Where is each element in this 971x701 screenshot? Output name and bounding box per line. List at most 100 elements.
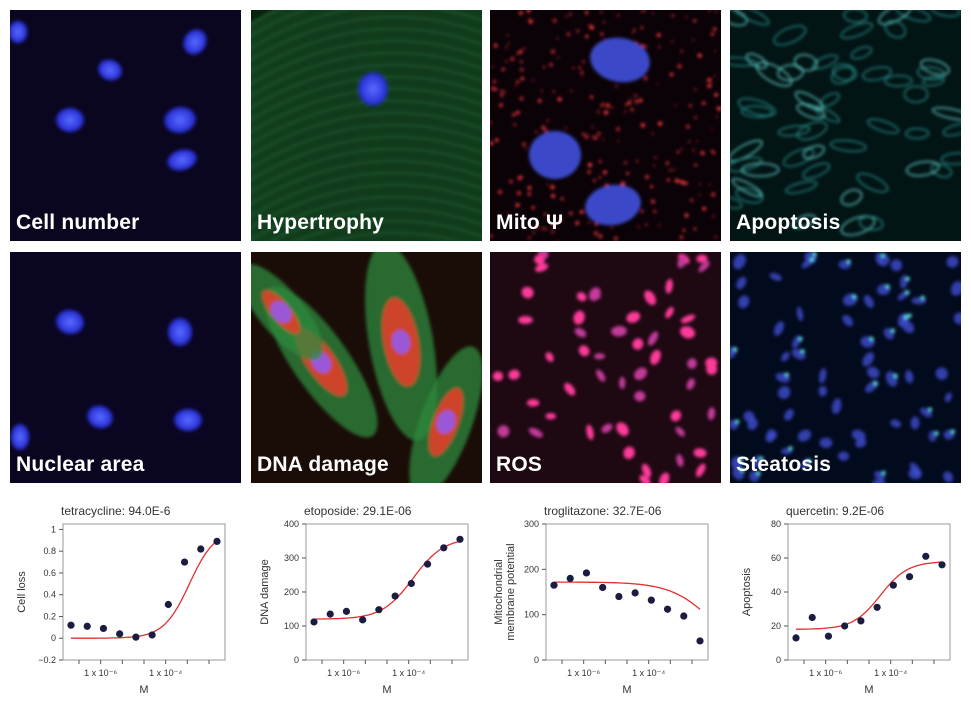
mitochondrion	[579, 210, 584, 214]
nucleus	[905, 370, 914, 384]
mitochondrion	[682, 228, 686, 232]
lipid-droplet	[890, 328, 895, 333]
mitochondrion	[643, 76, 648, 81]
actin-fiber	[254, 200, 482, 241]
nucleus	[167, 317, 193, 347]
mitochondrion	[605, 103, 610, 108]
mitochondrion	[694, 116, 697, 119]
data-point	[647, 596, 655, 604]
nucleus	[838, 451, 850, 461]
lipid-droplet	[735, 419, 740, 424]
mitochondrion	[643, 44, 647, 49]
data-point	[599, 583, 607, 592]
actin-fiber	[251, 10, 482, 45]
stained-cell	[922, 76, 945, 87]
ros-nucleus	[695, 463, 706, 478]
mitochondrion	[546, 120, 549, 123]
mitochondrion	[699, 182, 702, 186]
mitochondrion	[575, 221, 580, 225]
mitochondrion	[581, 132, 585, 136]
nucleus	[55, 107, 85, 133]
mitochondrion	[640, 210, 643, 213]
mitochondrion	[587, 162, 593, 168]
nucleus	[910, 416, 920, 430]
tile-background	[730, 10, 961, 241]
mitochondrion	[519, 96, 524, 101]
mitochondrion	[710, 127, 713, 130]
y-axis-label: Mitochondrial	[493, 559, 505, 624]
mitochondrion	[597, 131, 601, 136]
mitochondrion	[634, 99, 639, 104]
mitochondrion	[657, 121, 663, 126]
fit-curve	[71, 540, 218, 639]
mitochondrion	[714, 93, 718, 97]
actin-fiber	[251, 10, 482, 49]
mitochondrion	[542, 65, 546, 69]
nucleus	[842, 315, 854, 327]
nucleus	[357, 71, 389, 107]
mitochondrion	[651, 132, 654, 135]
nucleus	[769, 272, 782, 281]
mitochondrion	[632, 32, 635, 34]
micrograph-dna-damage	[251, 252, 482, 483]
mitochondrion	[598, 234, 603, 239]
mitochondrion	[493, 87, 496, 90]
mitochondrion	[697, 53, 702, 58]
mitochondrion	[506, 212, 509, 215]
nucleus	[863, 295, 874, 308]
fit-curve	[314, 540, 461, 620]
actin-fiber	[251, 132, 482, 177]
ros-nucleus	[528, 427, 543, 438]
mitochondrion	[550, 49, 555, 54]
mitochondrion	[490, 141, 494, 146]
ros-nucleus	[545, 352, 554, 362]
ros-nucleus	[596, 369, 606, 382]
lipid-droplet	[812, 252, 817, 257]
nucleus	[55, 308, 85, 336]
actin-fiber	[251, 56, 482, 101]
ros-nucleus	[578, 345, 590, 357]
lipid-droplet	[903, 315, 908, 320]
ros-nucleus	[659, 472, 670, 483]
mitochondrion	[588, 24, 591, 27]
nucleus	[10, 20, 28, 44]
stained-cell	[840, 22, 873, 39]
stained-cell	[819, 92, 840, 107]
actin-fiber	[251, 28, 482, 73]
x-tick-label: 1 x 10⁻⁴	[392, 668, 425, 678]
y-tick-label: 200	[284, 587, 299, 597]
stained-cell	[916, 66, 946, 81]
mitochondrion	[658, 46, 661, 48]
tile-label: Mito Ψ	[496, 211, 564, 234]
data-point	[696, 637, 704, 645]
lipid-droplet	[920, 295, 925, 300]
actin-fiber	[284, 216, 482, 241]
actin-fiber	[251, 44, 482, 89]
mitochondrion	[550, 185, 555, 190]
mitochondrion	[537, 99, 542, 103]
stained-cell	[940, 152, 961, 165]
chart-svg: etoposide: 29.1E-06 0 100 200 300 400 1 x 10⁻⁶…	[259, 504, 469, 696]
lipid-droplet	[756, 471, 761, 476]
mitochondrion	[601, 103, 605, 107]
fit-curve	[795, 561, 943, 630]
data-point	[99, 624, 108, 633]
stained-cell	[856, 172, 889, 193]
nucleus	[173, 408, 203, 432]
ros-nucleus	[696, 254, 708, 263]
mitochondrion	[638, 98, 643, 103]
data-point	[342, 607, 351, 615]
mitochondrion	[519, 60, 523, 64]
actin-fiber	[251, 12, 482, 57]
mitochondrion	[672, 169, 675, 171]
mitochondrion	[581, 74, 583, 77]
mitochondrion	[630, 108, 634, 112]
lipid-droplet	[928, 407, 933, 412]
lipid-droplet	[852, 294, 857, 299]
ros-nucleus	[586, 424, 594, 440]
fit-curve	[554, 581, 701, 610]
image-tile-dna-damage: DNA damage	[251, 252, 482, 483]
actin-fiber	[251, 160, 482, 205]
lipid-droplet	[905, 276, 910, 281]
mitochondrion	[490, 234, 493, 238]
